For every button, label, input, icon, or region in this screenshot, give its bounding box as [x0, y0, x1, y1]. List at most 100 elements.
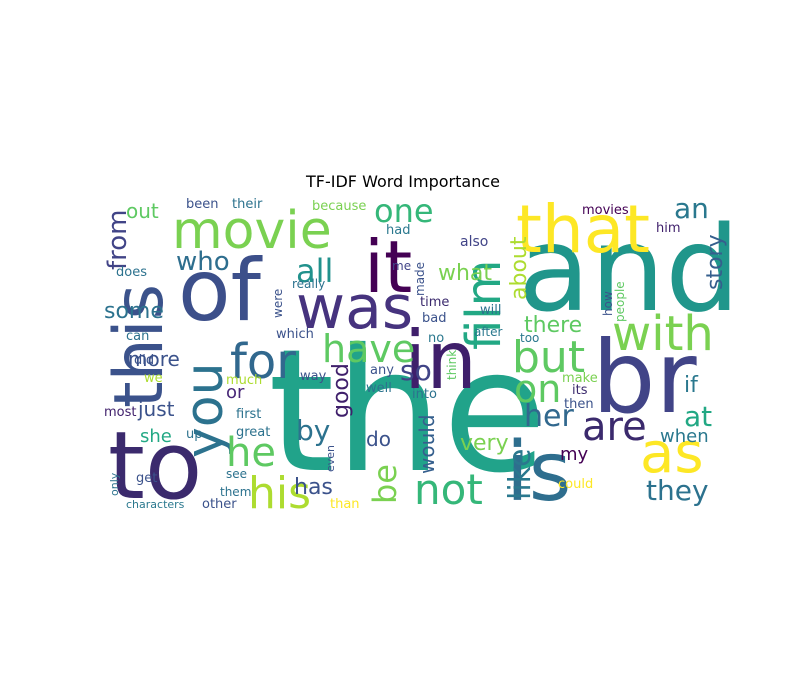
word-just: just	[137, 397, 175, 421]
word-really: really	[292, 277, 325, 291]
word-only: only	[108, 472, 121, 496]
word-movies: movies	[582, 203, 629, 218]
word-more: more	[128, 347, 180, 371]
word-it: it	[364, 225, 412, 309]
word-been: been	[186, 197, 219, 212]
word-people: people	[613, 281, 627, 322]
word-most: most	[104, 405, 137, 420]
word-them: them	[220, 485, 251, 499]
word-out: out	[126, 199, 159, 223]
word-because: because	[312, 199, 366, 214]
word-after: after	[474, 325, 502, 339]
word-how: how	[601, 291, 615, 316]
word-get: get	[136, 471, 157, 486]
word-so: so	[400, 354, 432, 387]
word-other: other	[202, 497, 237, 512]
word-see: see	[226, 467, 247, 481]
word-movie: movie	[172, 201, 332, 261]
word-much: much	[226, 373, 262, 388]
word-you: you	[175, 362, 235, 458]
word-into: into	[412, 387, 437, 402]
word-think: think	[445, 350, 459, 380]
word-his: his	[248, 468, 311, 519]
word-by: by	[296, 414, 330, 447]
word-her: her	[524, 399, 574, 434]
word-that: that	[516, 191, 650, 268]
word-have: have	[322, 327, 415, 371]
word-had: had	[386, 223, 410, 238]
word-for: for	[230, 334, 296, 390]
word-characters: characters	[126, 498, 185, 511]
word-were: were	[271, 289, 285, 318]
word-good: good	[329, 363, 354, 418]
word-has: has	[294, 475, 333, 500]
word-would: would	[415, 414, 439, 474]
word-then: then	[564, 397, 594, 412]
word-too: too	[520, 331, 539, 345]
word-like: like	[503, 449, 538, 500]
word-very: very	[460, 431, 509, 456]
word-also: also	[460, 234, 488, 250]
word-he: he	[226, 430, 276, 476]
word-can: can	[126, 329, 149, 344]
word-first: first	[236, 407, 261, 422]
word-bad: bad	[422, 311, 446, 326]
word-could: could	[558, 477, 593, 492]
word-when: when	[660, 426, 709, 447]
word-great: great	[236, 425, 270, 440]
word-not: not	[414, 465, 483, 514]
word-made: made	[413, 262, 427, 296]
word-if: if	[684, 373, 699, 398]
word-time: time	[420, 295, 449, 310]
word-do: do	[366, 427, 391, 451]
word-up: up	[186, 427, 203, 442]
word-was: was	[296, 273, 413, 343]
word-are: are	[582, 404, 647, 450]
word-no: no	[428, 331, 444, 346]
word-they: they	[646, 474, 709, 507]
word-about: about	[507, 236, 532, 300]
word-which: which	[276, 327, 314, 342]
word-and: and	[518, 200, 740, 338]
word-will: will	[480, 303, 501, 318]
word-make: make	[562, 371, 598, 386]
word-to: to	[108, 412, 202, 521]
chart-title: TF-IDF Word Importance	[306, 172, 500, 191]
word-some: some	[104, 299, 164, 324]
word-well: well	[366, 381, 392, 396]
word-him: him	[656, 221, 681, 236]
word-at: at	[684, 400, 712, 433]
word-does: does	[116, 265, 147, 280]
word-their: their	[232, 197, 263, 212]
word-this: this	[100, 284, 179, 408]
word-she: she	[140, 426, 172, 447]
word-on: on	[514, 367, 561, 411]
word-its: its	[572, 383, 588, 398]
word-did: did	[134, 353, 154, 368]
word-we: we	[144, 371, 163, 386]
word-story: story	[703, 234, 728, 290]
word-my: my	[560, 444, 589, 465]
word-the: the	[268, 313, 547, 511]
word-with: with	[612, 306, 714, 362]
word-who: who	[176, 247, 230, 277]
word-any: any	[370, 363, 394, 378]
word-but: but	[512, 332, 585, 383]
word-or: or	[226, 382, 245, 403]
word-of: of	[178, 241, 263, 341]
word-is: is	[506, 425, 572, 520]
word-in: in	[404, 314, 477, 407]
word-there: there	[524, 313, 582, 338]
word-from: from	[103, 209, 133, 270]
word-one: one	[374, 192, 434, 230]
word-me: me	[392, 259, 411, 273]
word-br: br	[592, 319, 697, 436]
word-all: all	[296, 252, 333, 290]
word-as: as	[640, 421, 704, 486]
word-an: an	[674, 192, 709, 225]
word-film: film	[456, 260, 512, 350]
word-be: be	[366, 464, 404, 504]
word-what: what	[438, 261, 492, 286]
word-than: than	[330, 497, 360, 512]
